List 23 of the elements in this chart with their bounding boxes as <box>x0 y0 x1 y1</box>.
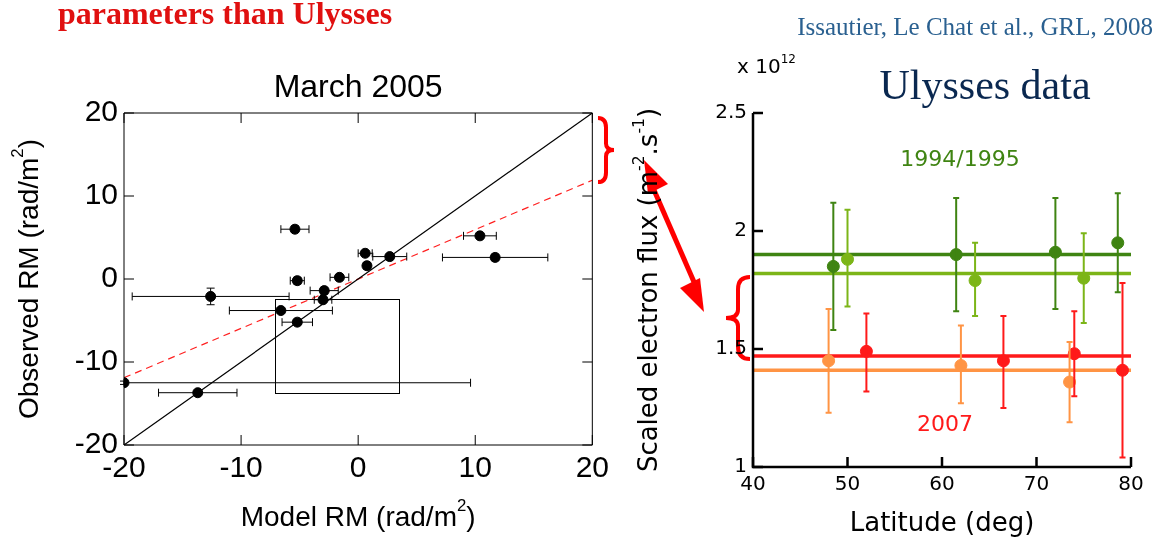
y-axis-title: Scaled electron flux (m-2.s-1) <box>629 107 663 473</box>
y-tick-label: 2 <box>734 217 747 242</box>
y-tick-label: 0 <box>101 260 118 294</box>
x-tick-label: 20 <box>575 450 609 484</box>
text: parameters than Ulysses <box>57 0 393 32</box>
y-tick-label: 2.5 <box>715 99 747 124</box>
y-tick-label: -10 <box>74 343 118 377</box>
y-axis-title: Observed RM (rad/m2) <box>8 138 44 420</box>
x-tick-label: 70 <box>1023 471 1050 496</box>
y-tick-label: 20 <box>84 94 118 128</box>
x-axis-title: Latitude (deg) <box>849 506 1035 537</box>
x-tick-label: 10 <box>458 450 492 484</box>
annotation: 2007 <box>917 410 974 436</box>
chart-title: March 2005 <box>273 67 443 104</box>
annotation: 1994/1995 <box>900 145 1020 171</box>
text: Issautier, Le Chat et al., GRL, 2008 <box>797 12 1153 40</box>
x-tick-label: 50 <box>834 471 861 496</box>
x-tick-label: 60 <box>929 471 955 496</box>
x-tick-label: 0 <box>349 450 367 484</box>
x-tick-label: 80 <box>1118 471 1144 496</box>
y-tick-label: 10 <box>84 177 118 211</box>
x-tick-label: -10 <box>219 450 263 484</box>
chart-title: Ulysses data <box>879 62 1091 109</box>
